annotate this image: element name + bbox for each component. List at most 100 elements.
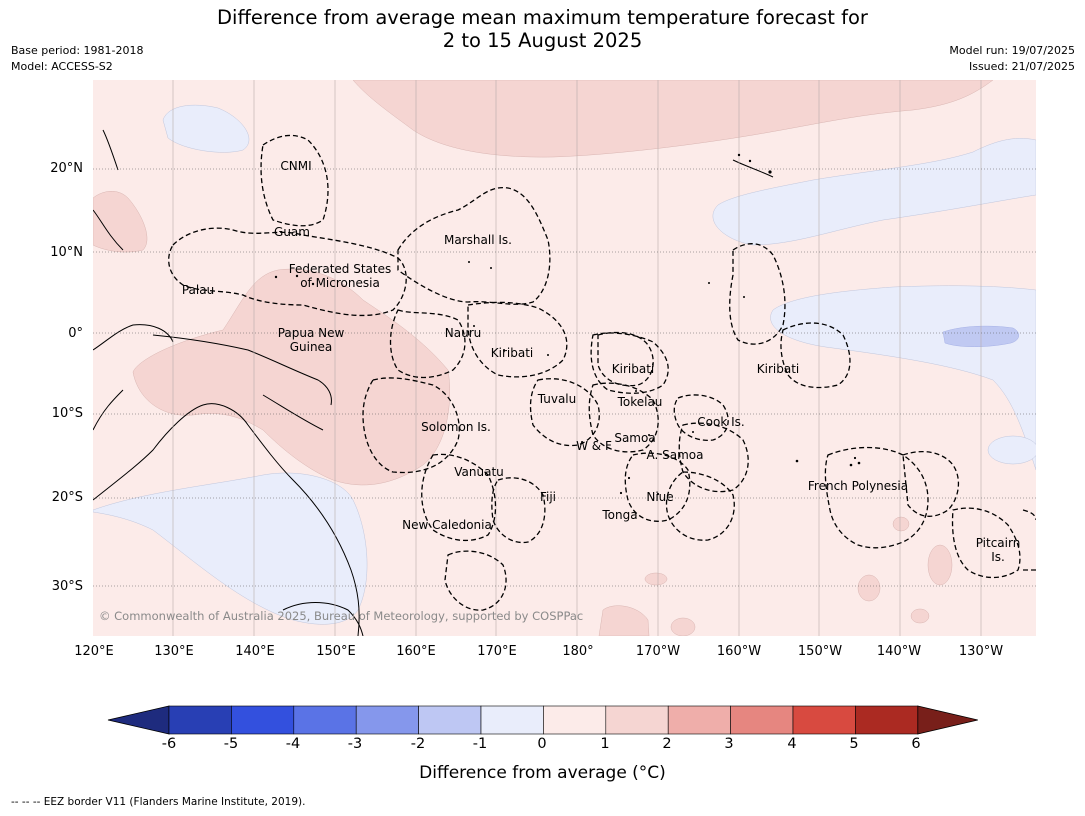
graticule (172, 80, 982, 636)
colorbar-extend-low (107, 705, 170, 735)
lat-label-10s: 10°S (51, 406, 83, 421)
region-label-marshall: Marshall Is. (444, 233, 512, 247)
colorbar-segment-12 (855, 705, 919, 735)
colorbar-segment-10 (730, 705, 794, 735)
colorbar-label: Difference from average (°C) (419, 763, 666, 783)
colorbar-tick-2: 2 (662, 736, 672, 752)
colorbar-tick-5: 5 (849, 736, 859, 752)
land-outlines (93, 129, 774, 636)
lon-label-160w: 160°W (716, 644, 762, 659)
colorbar (107, 705, 978, 735)
warm-spot-5 (892, 516, 910, 532)
model-run: Model run: 19/07/2025 (949, 44, 1075, 57)
lon-label-150w: 150°W (797, 644, 843, 659)
islands (274, 153, 861, 496)
region-label-kiribati-central: Kiribati (611, 362, 655, 376)
warm-spot-4 (910, 608, 930, 624)
lat-label-20s: 20°S (51, 490, 83, 505)
colorbar-segment-9 (667, 705, 731, 735)
issued-date: Issued: 21/07/2025 (968, 60, 1075, 73)
warm-anomaly-melanesia (132, 268, 450, 486)
region-label-samoa: Samoa (614, 431, 656, 445)
warm-anomaly-north (352, 80, 994, 158)
cool-anomaly-australia (93, 472, 368, 625)
region-label-french-polynesia: French Polynesia (807, 479, 909, 493)
cool-spot-east (987, 435, 1036, 465)
colorbar-tick-3: 3 (724, 736, 734, 752)
lon-label-170e: 170°E (477, 644, 517, 659)
warm-spot-3 (927, 544, 953, 586)
warm-spot-6 (670, 617, 696, 636)
warm-spot-1 (644, 572, 668, 586)
colorbar-tick-m1: -1 (472, 736, 488, 752)
lon-label-130e: 130°E (154, 644, 194, 659)
colorbar-tick-m2: -2 (410, 736, 426, 752)
footer-eez-note: -- -- -- EEZ border V11 (Flanders Marine… (11, 796, 306, 808)
colorbar-tick-1: 1 (600, 736, 610, 752)
region-label-niue: Niue (646, 490, 674, 504)
lat-label-0: 0° (68, 326, 83, 341)
region-label-fiji: Fiji (539, 490, 557, 504)
lon-label-130w: 130°W (958, 644, 1004, 659)
colorbar-tick-m6: -6 (161, 736, 177, 752)
lat-label-20n: 20°N (50, 161, 83, 176)
colorbar-segment-4 (355, 705, 419, 735)
cool-anomaly-north-east (712, 138, 1036, 246)
colorbar-tick-m5: -5 (223, 736, 239, 752)
colorbar-tick-m4: -4 (285, 736, 301, 752)
region-label-tokelau: Tokelau (617, 395, 663, 409)
colorbar-segment-6 (480, 705, 544, 735)
lat-label-30s: 30°S (51, 579, 83, 594)
region-label-nauru: Nauru (444, 326, 482, 340)
colorbar-tick-4: 4 (787, 736, 797, 752)
region-label-kiribati-west: Kiribati (490, 346, 534, 360)
region-label-kiribati-east: Kiribati (756, 362, 800, 376)
lon-label-180: 180° (562, 644, 594, 659)
region-label-vanuatu: Vanuatu (454, 465, 504, 479)
colorbar-segment-2 (231, 705, 295, 735)
colorbar-tick-0: 0 (537, 736, 547, 752)
region-label-tuvalu: Tuvalu (537, 392, 577, 406)
lon-label-140w: 140°W (876, 644, 922, 659)
colorbar-segment-11 (792, 705, 856, 735)
colorbar-segment-7 (543, 705, 607, 735)
region-label-solomon: Solomon Is. (421, 420, 491, 434)
colorbar-segment-5 (418, 705, 482, 735)
region-label-cnmi: CNMI (280, 159, 312, 173)
map-panel (93, 80, 1036, 636)
colorbar-segment-8 (605, 705, 669, 735)
meta-left: Base period: 1981-2018 Model: ACCESS-S2 (11, 43, 143, 75)
colorbar-segment-3 (293, 705, 357, 735)
region-label-wf: W & F (576, 439, 612, 453)
region-label-pitcairn: Pitcairn Is. (975, 536, 1021, 564)
colorbar-tick-6: 6 (911, 736, 921, 752)
region-label-cook: Cook Is. (697, 415, 745, 429)
region-label-fsm: Federated States of Micronesia (288, 262, 392, 290)
copyright-notice: © Commonwealth of Australia 2025, Bureau… (99, 609, 584, 623)
warm-spot-2 (857, 574, 881, 602)
lon-label-120e: 120°E (74, 644, 114, 659)
lon-label-170w: 170°W (635, 644, 681, 659)
warm-anomaly-sw (93, 191, 148, 253)
lat-label-10n: 10°N (50, 245, 83, 260)
meta-right: Model run: 19/07/2025 Issued: 21/07/2025 (949, 43, 1075, 75)
base-period: Base period: 1981-2018 (11, 44, 144, 57)
colorbar-tick-m3: -3 (347, 736, 363, 752)
region-label-asamoa: A. Samoa (646, 448, 704, 462)
lon-label-160e: 160°E (396, 644, 436, 659)
region-label-new-caledonia: New Caledonia (402, 518, 492, 532)
lon-label-140e: 140°E (235, 644, 275, 659)
colorbar-segment-1 (168, 705, 232, 735)
region-label-palau: Palau (181, 283, 215, 297)
region-label-guam: Guam (274, 225, 310, 239)
cool-anomaly-nw (162, 104, 250, 153)
lon-label-150e: 150°E (316, 644, 356, 659)
eez-borders (168, 134, 1036, 611)
model-name: Model: ACCESS-S2 (11, 60, 113, 73)
colorbar-extend-high (917, 705, 978, 735)
region-label-tonga: Tonga (602, 508, 638, 522)
warm-anomaly-south-east (598, 605, 650, 636)
chart-title: Difference from average mean maximum tem… (217, 6, 868, 52)
region-label-png: Papua New Guinea (277, 326, 345, 354)
forecast-map (93, 80, 1036, 636)
